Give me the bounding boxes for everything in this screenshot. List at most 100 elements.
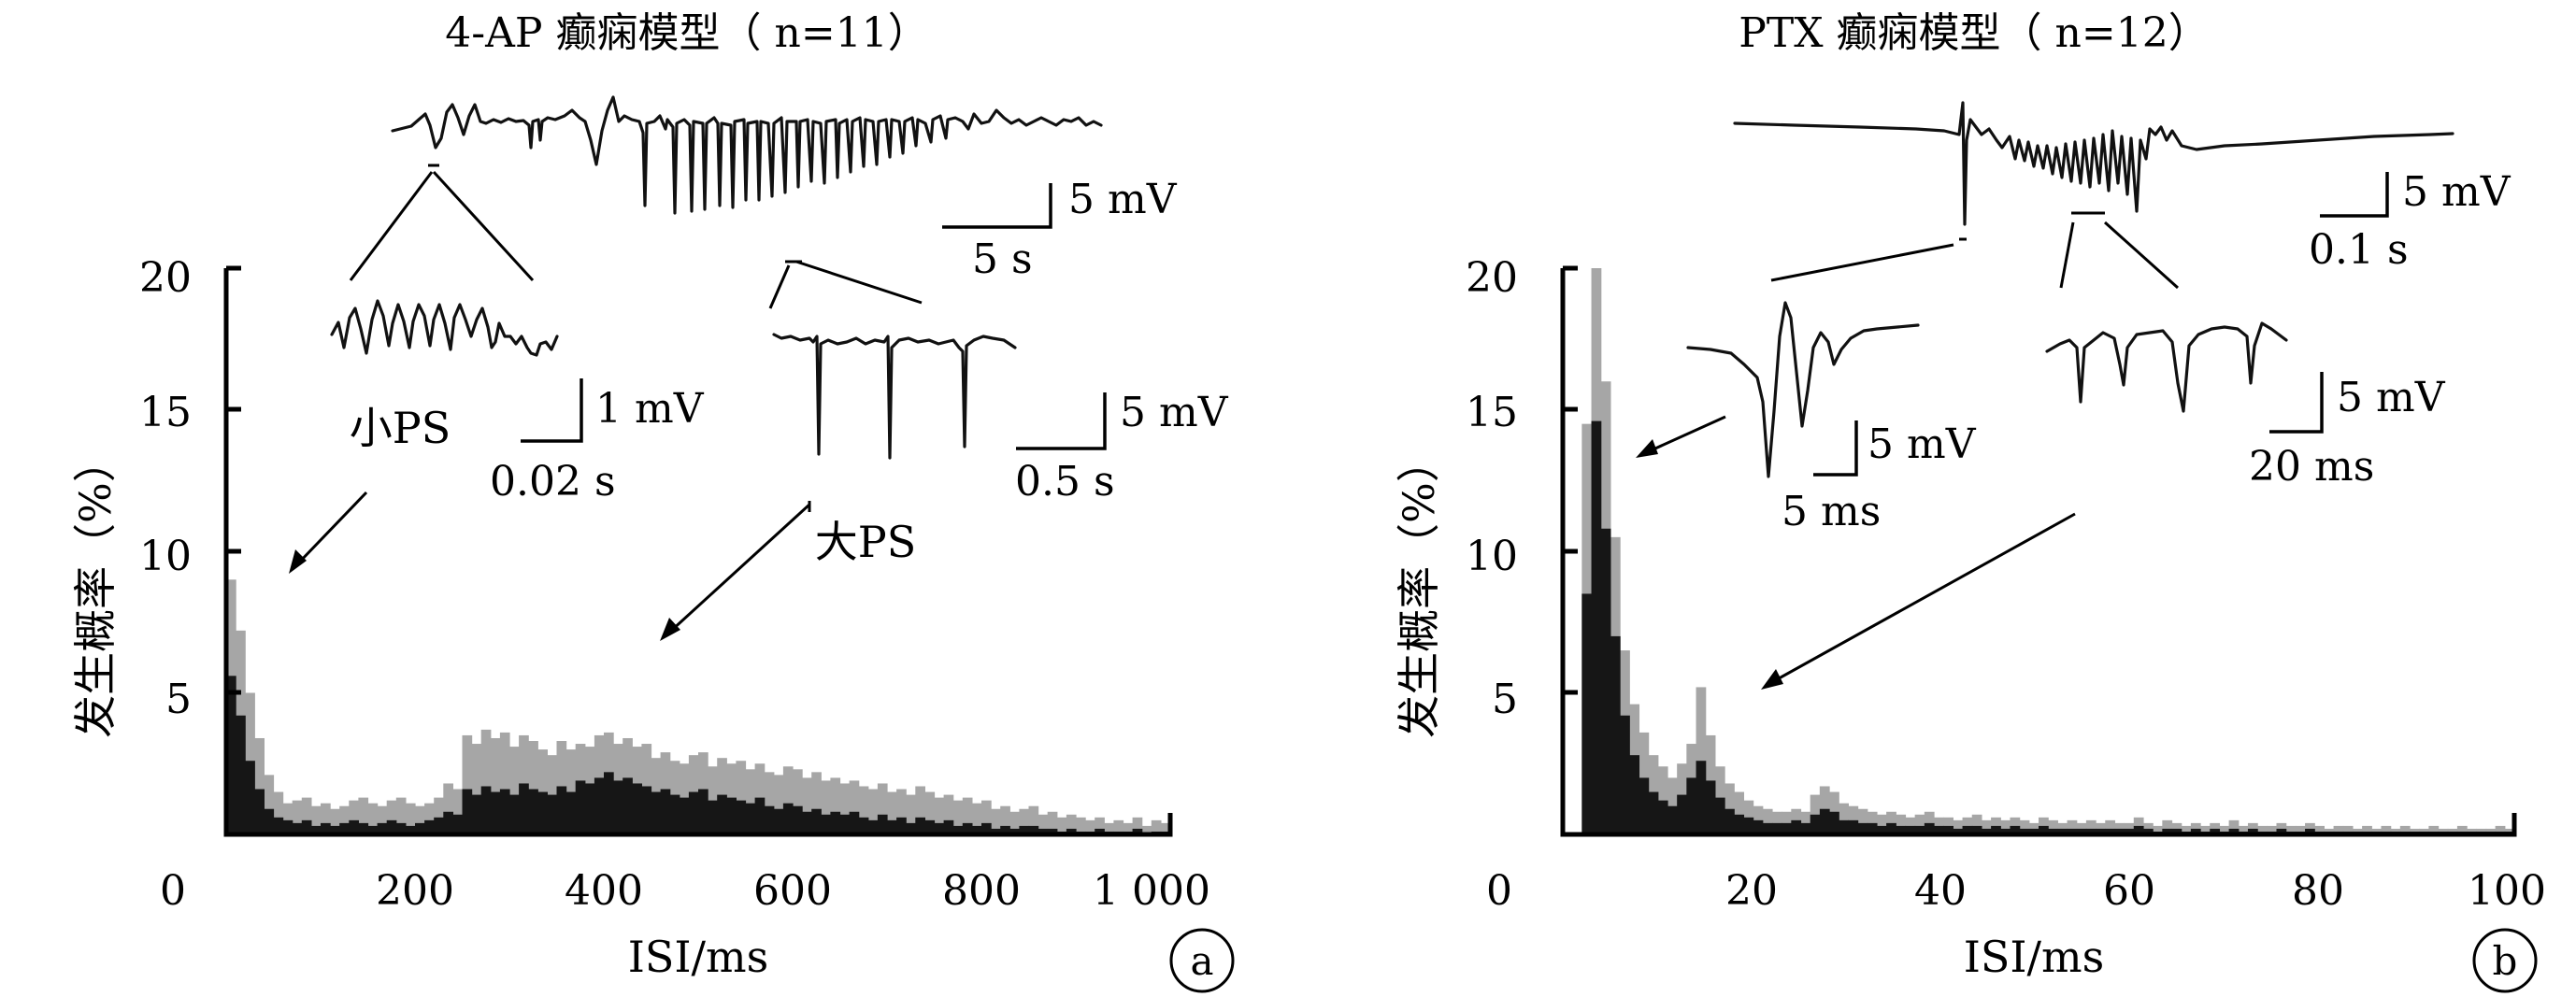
panel-b-black-bar-78: [2305, 828, 2315, 834]
panel-b-gray-bar-94: [2456, 825, 2468, 834]
panel-b-black-bar-23: [1782, 822, 1792, 834]
panel-b-black-bar-61: [2142, 828, 2154, 834]
panel-b-black-bar-70: [2228, 828, 2240, 834]
panel-b-gray-bar-37: [1914, 814, 1925, 834]
panel-b-black-bar-36: [1905, 825, 1916, 834]
panel-a-black-bar-70: [887, 819, 897, 834]
panel-b-black-bar-75: [2276, 828, 2287, 834]
panel-b-black-bar-28: [1829, 811, 1839, 834]
panel-b-main-scale-mv: 5 mV: [2402, 168, 2512, 216]
panel-a-black-bar-89: [1066, 828, 1077, 834]
panel-b-zoom2-arrowhead: [1761, 669, 1783, 690]
panel-a-black-bar-42: [623, 777, 633, 834]
panel-b-black-bar-41: [1953, 828, 1964, 834]
panel-a-large-scale-mv: 5 mV: [1120, 389, 1229, 436]
panel-a-gray-bar-25: [462, 734, 473, 834]
panel-a-small-ps-arrow: [295, 491, 368, 566]
panel-a-gray-bar-57: [764, 772, 775, 834]
panel-a-black-bar-15: [367, 825, 379, 834]
panel-a-black-bar-56: [754, 797, 766, 834]
panel-a-zoom-line-large-left: [768, 264, 791, 309]
panel-b-black-bar-49: [2028, 828, 2039, 834]
panel-b-black-bar-59: [2124, 828, 2135, 834]
panel-a-black-bar-66: [849, 811, 860, 834]
panel-b-zoom-trace-2: [2045, 321, 2288, 413]
panel-b-zoom1-arrowhead: [1636, 439, 1658, 458]
panel-a-title: 4-AP 癫痫模型（ n=11）: [445, 9, 928, 57]
panel-a-gray-bar-76: [943, 794, 954, 834]
panel-b-black-bar-35: [1896, 825, 1907, 834]
panel-b-black-bar-11: [1667, 805, 1678, 834]
panel-a-large-ps-trace: [772, 333, 1017, 460]
panel-b-gray-bar-57: [2105, 819, 2116, 834]
panel-a-gray-bar-64: [830, 777, 841, 834]
panel-a-gray-bar-80: [981, 800, 992, 834]
panel-a-label: a: [1190, 938, 1213, 984]
panel-b-black-bar-42: [1962, 825, 1973, 834]
panel-a-gray-bar-99: [1160, 822, 1171, 834]
panel-a-black-bar-47: [669, 794, 680, 834]
panel-a-gray-bar-72: [906, 794, 916, 834]
panel-a-small-scalebar: [521, 378, 583, 443]
panel-b-black-bar-25: [1800, 822, 1811, 834]
panel-b-black-bar-31: [1857, 822, 1868, 834]
panel-a-black-bar-50: [698, 789, 708, 834]
panel-a-black-bar-63: [821, 814, 831, 834]
panel-a-black-bar-74: [924, 819, 936, 834]
panel-a-gray-bar-7: [292, 800, 303, 834]
panel-b-black-bar-2: [1581, 593, 1593, 834]
panel-a-black-bar-59: [782, 803, 794, 834]
panel-a-black-bar-1: [236, 715, 246, 834]
panel-a-gray-bar-90: [1076, 817, 1086, 834]
panel-a-label-circle: [1169, 928, 1235, 993]
panel-a-gray-bar-28: [490, 737, 501, 834]
panel-a-black-bar-34: [547, 794, 558, 834]
panel-b-gray-bar-79: [2314, 825, 2325, 834]
panel-b-gray-bar-67: [2200, 825, 2211, 834]
panel-a-gray-bar-30: [509, 747, 520, 834]
panel-b-black-bar-44: [1981, 828, 1992, 834]
panel-a-gray-bar-89: [1066, 814, 1077, 834]
panel-b-black-bar-9: [1648, 791, 1659, 834]
panel-a-black-bar-43: [632, 783, 642, 834]
panel-a-gray-bar-34: [547, 755, 558, 834]
panel-a-small-scale-mv: 1 mV: [595, 385, 705, 433]
panel-a-black-bar-28: [490, 791, 501, 834]
panel-a-gray-bar-22: [434, 797, 444, 834]
panel-b-black-bar-68: [2210, 828, 2221, 834]
panel-a-large-ps-label: 大PS: [815, 517, 916, 567]
panel-a-gray-bar-70: [887, 791, 897, 834]
panel-b-black-bar-19: [1743, 817, 1754, 834]
panel-a-black-bar-45: [651, 791, 662, 834]
panel-a-gray-bar-73: [915, 786, 925, 834]
panel-a-black-bar-17: [386, 819, 397, 834]
panel-a-black-bar-8: [301, 819, 312, 834]
panel-b-gray-bar-35: [1896, 814, 1907, 834]
panel-b-black-bar-66: [2190, 828, 2201, 834]
panel-a-gray-bar-94: [1113, 819, 1124, 834]
panel-b-gray-bar-73: [2257, 825, 2268, 834]
panel-a-gray-bar-5: [273, 791, 284, 834]
panel-a-ytick-label-10: 10: [139, 533, 192, 580]
panel-a-gray-bar-96: [1132, 817, 1143, 834]
panel-b-black-bar-17: [1724, 808, 1735, 834]
panel-a-main-scale-mv: 5 mV: [1068, 176, 1178, 223]
panel-a-zoom-line-left: [349, 171, 434, 281]
panel-a-gray-bar-20: [415, 805, 425, 834]
panel-a-gray-bar-17: [386, 800, 397, 834]
panel-a-gray-bar-55: [745, 769, 756, 834]
panel-b-gray-bar-69: [2219, 825, 2230, 834]
panel-a-gray-bar-10: [321, 803, 331, 834]
panel-b-black-bar-72: [2247, 828, 2258, 834]
panel-b-black-bar-63: [2162, 828, 2173, 834]
panel-a-black-bar-36: [565, 791, 577, 834]
panel-b-title: PTX 癫痫模型（ n=12）: [1739, 9, 2209, 57]
panel-b-black-bar-15: [1705, 780, 1716, 834]
panel-a-ytick-label-15: 15: [139, 389, 192, 436]
panel-a-gray-bar-91: [1085, 819, 1095, 834]
panel-b-gray-bar-84: [2362, 825, 2372, 834]
panel-b-gray-bar-77: [2295, 825, 2306, 834]
panel-b-black-bar-54: [2076, 828, 2087, 834]
panel-a-gray-bar-63: [821, 780, 831, 834]
panel-b-black-bar-50: [2039, 825, 2049, 834]
